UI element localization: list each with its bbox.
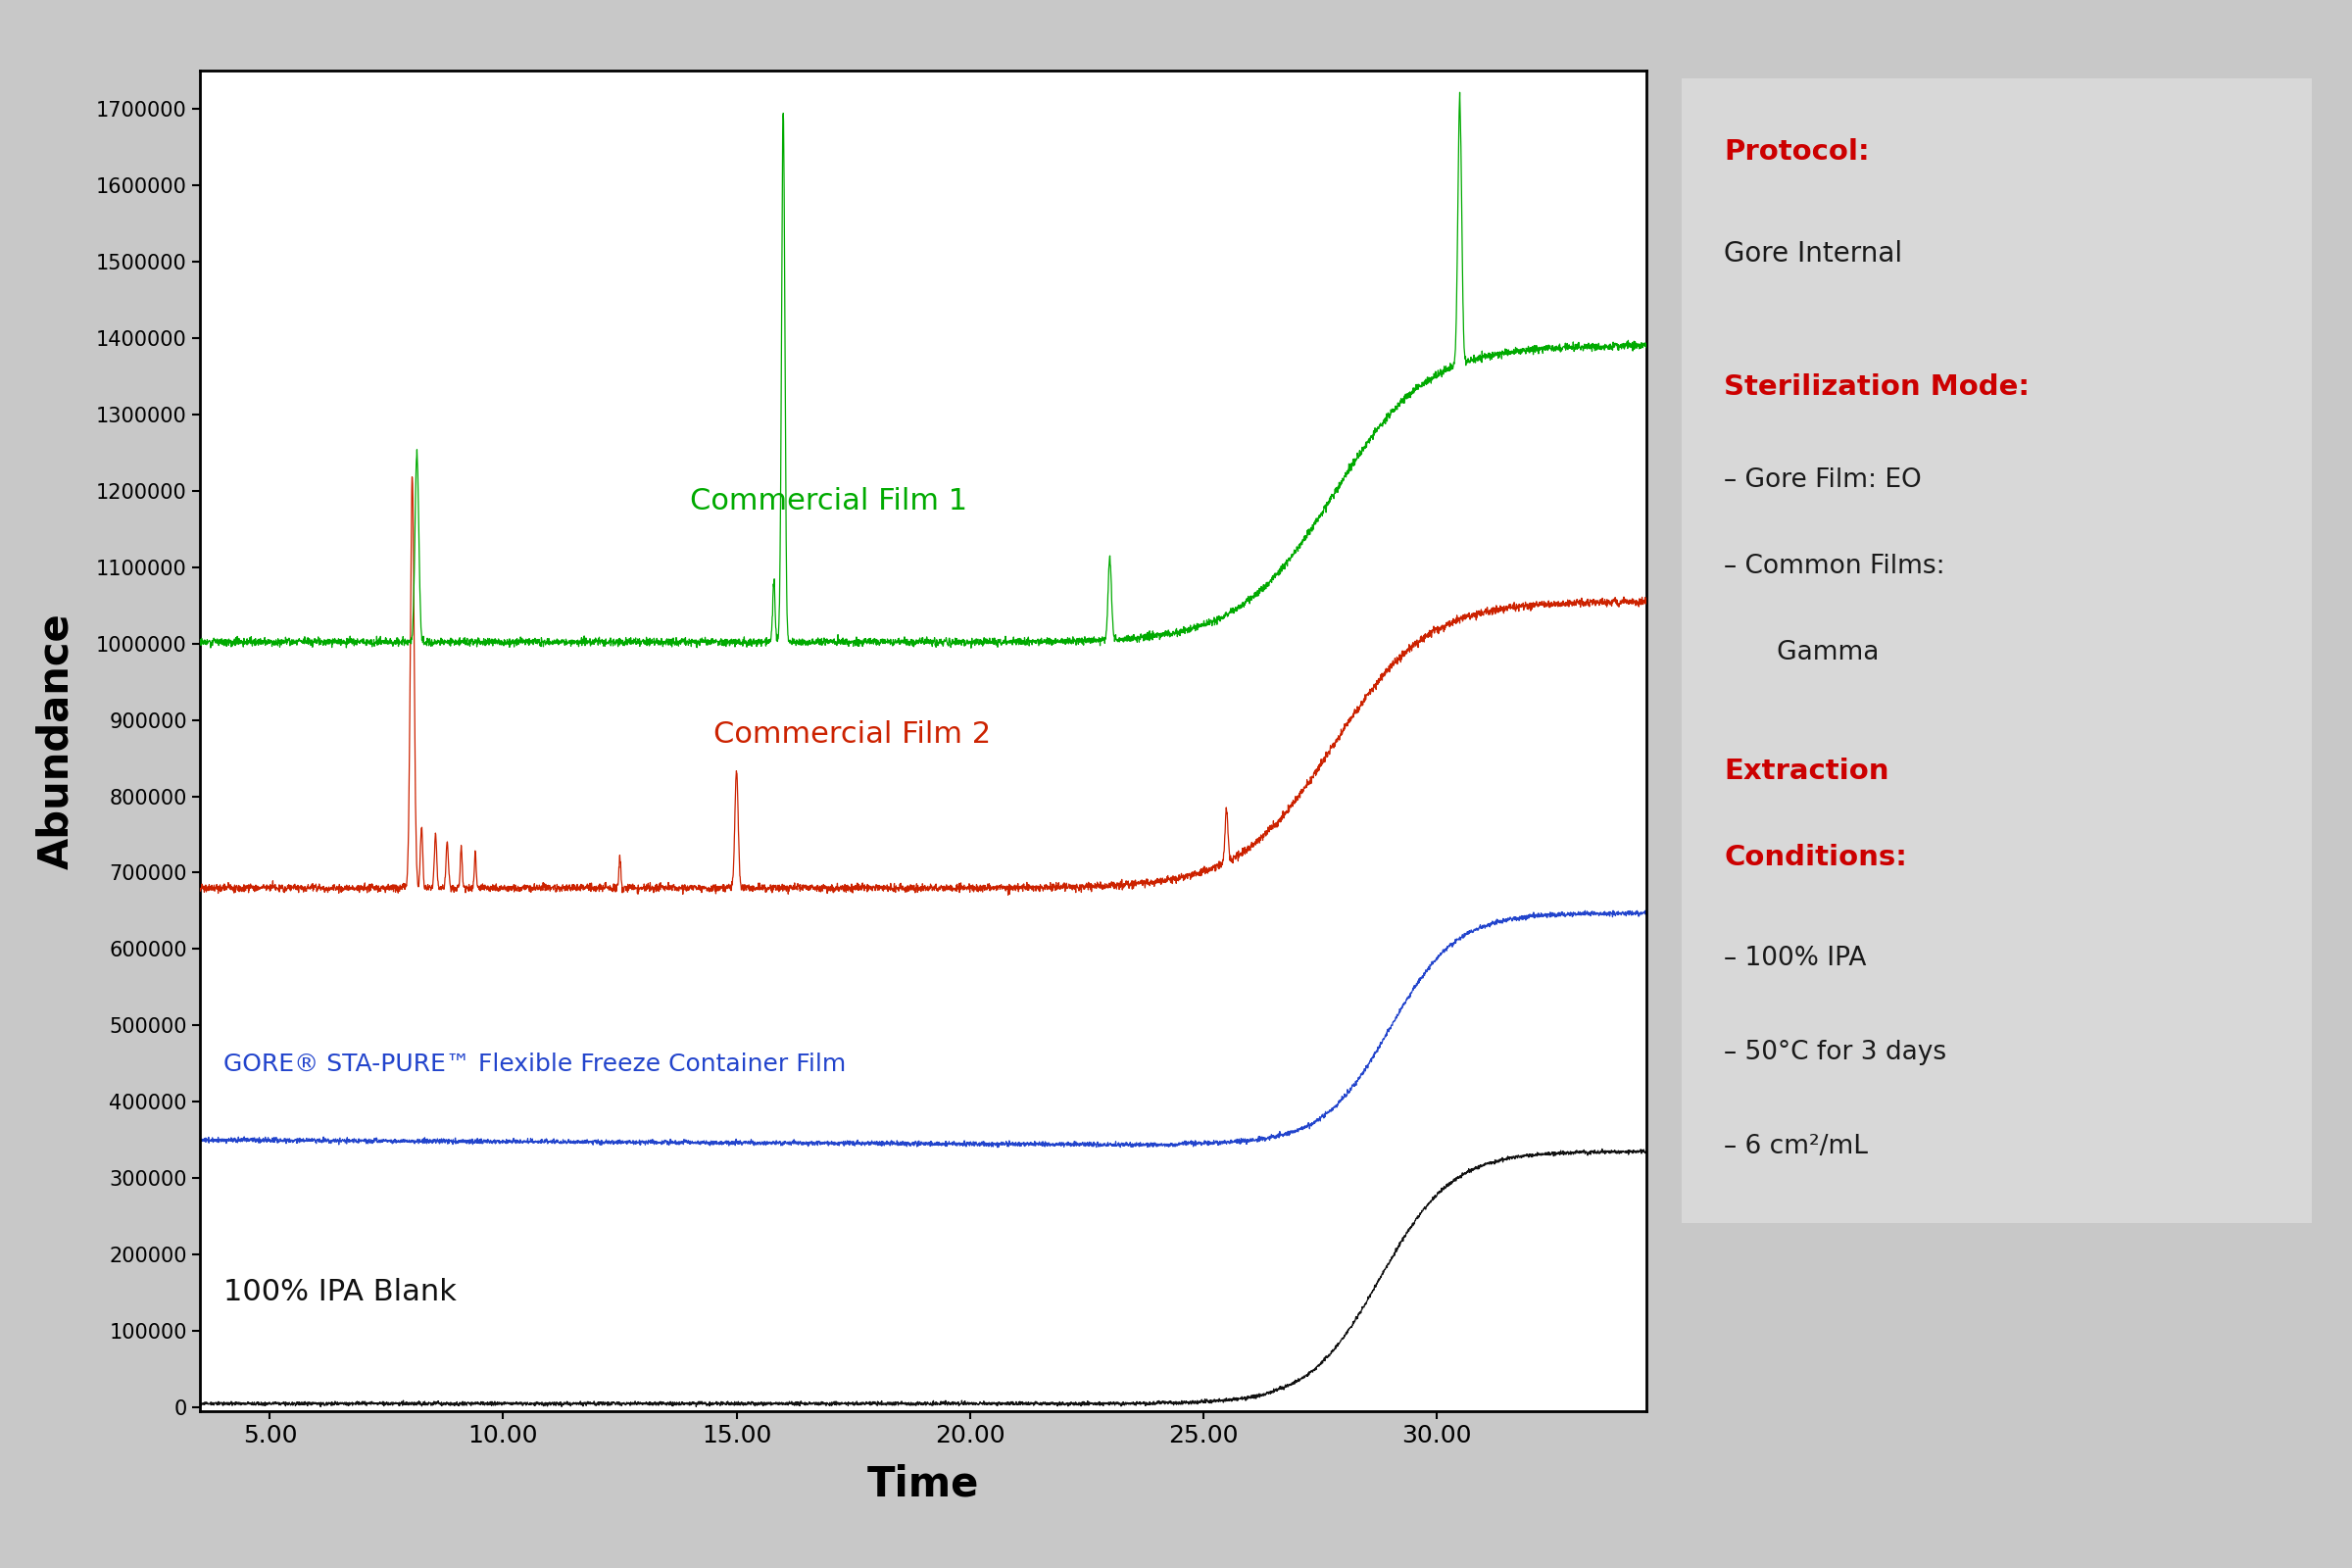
Text: 100% IPA Blank: 100% IPA Blank (223, 1278, 456, 1306)
Text: Commercial Film 1: Commercial Film 1 (689, 488, 967, 516)
Text: GORE® STA-PURE™ Flexible Freeze Container Film: GORE® STA-PURE™ Flexible Freeze Containe… (223, 1052, 847, 1076)
Text: Conditions:: Conditions: (1724, 844, 1907, 872)
Text: Gamma: Gamma (1752, 640, 1879, 665)
Text: – Gore Film: EO: – Gore Film: EO (1724, 467, 1922, 492)
Text: – Common Films:: – Common Films: (1724, 554, 1945, 579)
Text: Commercial Film 2: Commercial Film 2 (713, 720, 990, 748)
Text: Sterilization Mode:: Sterilization Mode: (1724, 373, 2030, 400)
X-axis label: Time: Time (868, 1465, 978, 1505)
Text: – 6 cm²/mL: – 6 cm²/mL (1724, 1134, 1867, 1159)
Y-axis label: Abundance: Abundance (35, 613, 78, 869)
Text: – 50°C for 3 days: – 50°C for 3 days (1724, 1040, 1947, 1065)
Text: Gore Internal: Gore Internal (1724, 240, 1903, 267)
Text: – 100% IPA: – 100% IPA (1724, 946, 1867, 971)
Text: Extraction: Extraction (1724, 757, 1889, 786)
Text: Protocol:: Protocol: (1724, 138, 1870, 166)
